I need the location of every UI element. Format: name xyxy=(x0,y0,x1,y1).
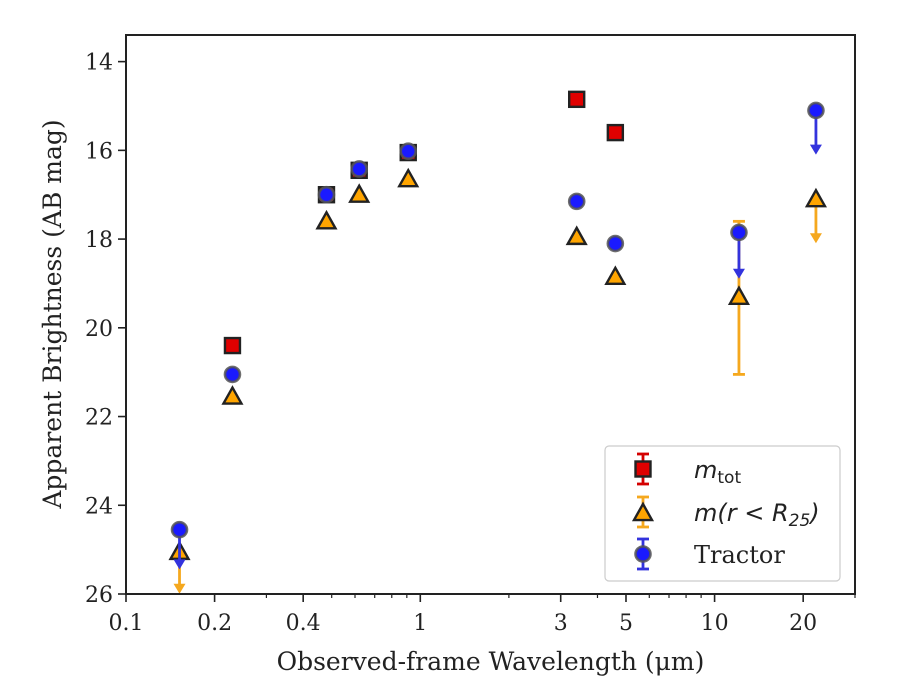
square-marker xyxy=(606,123,625,142)
x-tick-label: 20 xyxy=(789,611,817,636)
upper-limit-arrowhead xyxy=(809,233,822,244)
x-tick-label: 3 xyxy=(554,611,568,636)
triangle-marker xyxy=(397,167,420,188)
y-tick-label: 18 xyxy=(85,228,113,253)
series-circle xyxy=(170,101,825,570)
square-marker xyxy=(634,460,652,478)
upper-limit-arrowhead xyxy=(732,268,745,279)
upper-limit-arrowhead xyxy=(809,144,822,155)
x-tick-label: 0.1 xyxy=(109,611,144,636)
y-tick-label: 14 xyxy=(85,51,113,76)
triangle-marker xyxy=(348,183,371,203)
series-triangle xyxy=(168,167,827,594)
y-axis-label: Apparent Brightness (AB mag) xyxy=(38,119,67,509)
square-marker xyxy=(568,90,586,109)
square-marker xyxy=(223,336,242,355)
legend-item: mtot xyxy=(634,452,741,488)
plot-frame xyxy=(125,34,856,595)
legend-item: m(r < R25) xyxy=(631,495,820,531)
triangle-marker xyxy=(221,385,244,405)
x-tick-label: 10 xyxy=(701,611,729,636)
upper-limit-arrowhead xyxy=(173,583,186,594)
circle-marker xyxy=(170,520,189,539)
circle-marker xyxy=(399,142,418,161)
circle-marker xyxy=(350,160,368,178)
y-tick-label: 22 xyxy=(85,406,113,431)
y-tick-label: 24 xyxy=(85,494,113,519)
circle-marker xyxy=(606,234,625,253)
circle-marker xyxy=(807,101,825,120)
circle-marker xyxy=(317,185,336,204)
x-axis-label: Observed-frame Wavelength (μm) xyxy=(277,647,705,676)
x-tick-label: 0.2 xyxy=(197,611,232,636)
legend: mtot m(r < R25) Tractor xyxy=(604,445,841,582)
x-tick-label: 1 xyxy=(413,611,427,636)
triangle-marker xyxy=(565,225,588,246)
y-tick-label: 26 xyxy=(85,583,113,608)
circle-marker xyxy=(567,192,586,211)
legend-box xyxy=(604,445,841,582)
legend-item: Tractor xyxy=(634,537,785,571)
triangle-marker xyxy=(727,285,751,305)
legend-label: m(r < R25) xyxy=(694,499,820,531)
triangle-marker xyxy=(804,187,827,208)
triangle-marker xyxy=(631,501,655,522)
circle-marker xyxy=(634,545,652,563)
y-tick-label: 16 xyxy=(85,139,113,164)
x-tick-label: 5 xyxy=(619,611,633,636)
triangle-marker xyxy=(604,265,627,286)
triangle-marker xyxy=(315,209,338,230)
legend-label: Tractor xyxy=(694,541,785,569)
circle-marker xyxy=(730,223,748,242)
upper-limit-arrowhead xyxy=(173,559,186,570)
y-tick-label: 20 xyxy=(85,317,113,342)
x-tick-label: 0.4 xyxy=(286,611,321,636)
legend-label: mtot xyxy=(694,456,741,488)
circle-marker xyxy=(223,365,242,384)
